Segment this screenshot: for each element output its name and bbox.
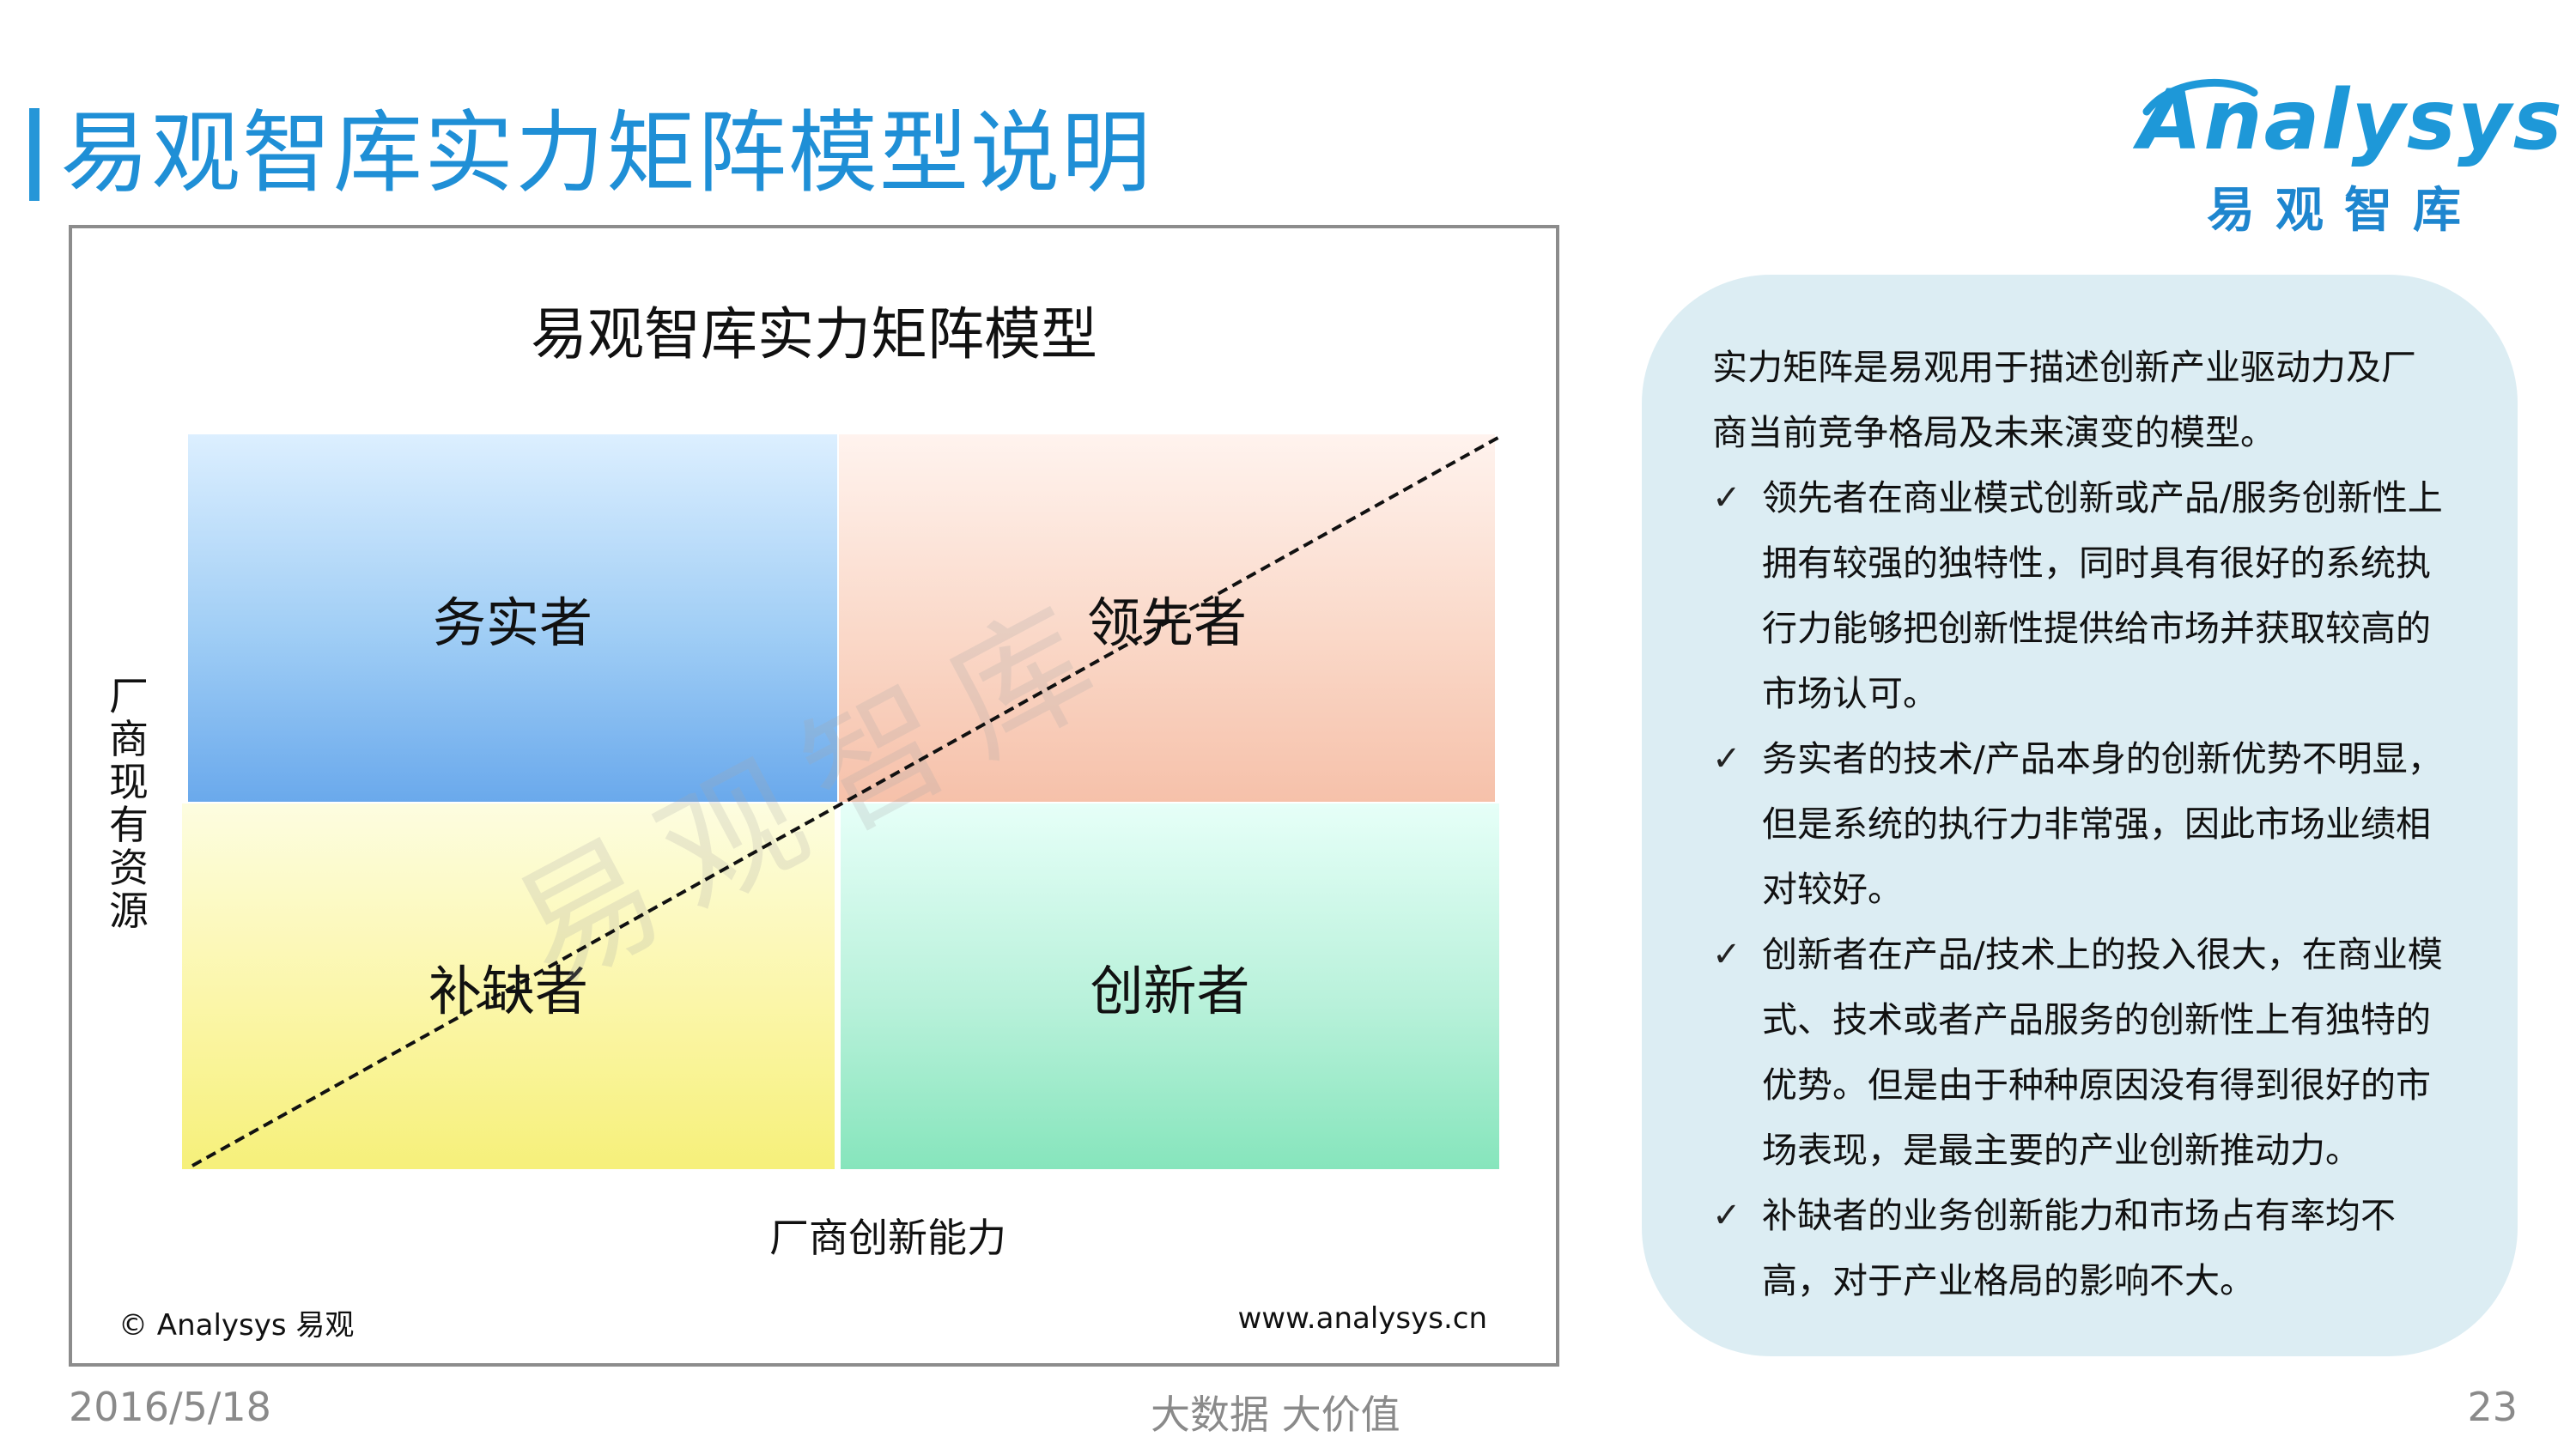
quadrant-label-pragmatists: 务实者: [432, 591, 592, 654]
check-icon: ✓: [1712, 739, 1741, 779]
bullet-text: 补缺者的业务创新能力和市场占有率均不高，对于产业格局的影响不大。: [1762, 1195, 2396, 1301]
panel-intro: 实力矩阵是易观用于描述创新产业驱动力及厂商当前竞争格局及未来演变的模型。: [1712, 347, 2416, 453]
quadrant-pragmatists: 务实者: [188, 434, 837, 802]
logo-swoosh-icon: [2142, 78, 2258, 116]
bullet-text: 创新者在产品/技术上的投入很大，在商业模式、技术或者产品服务的创新性上有独特的优…: [1762, 934, 2443, 1171]
page-title: 易观智库实力矩阵模型说明: [60, 100, 1153, 205]
check-icon: ✓: [1712, 935, 1741, 974]
bullet-niche: ✓ 补缺者的业务创新能力和市场占有率均不高，对于产业格局的影响不大。: [1712, 1183, 2449, 1313]
website-text: www.analysys.cn: [1237, 1301, 1488, 1336]
bullet-text: 领先者在商业模式创新或产品/服务创新性上拥有较强的独特性，同时具有很好的系统执行…: [1762, 477, 2443, 714]
matrix-figure: 易观智库实力矩阵模型 务实者 领先者 补缺者 创新者 易观智库 厂商现有资源 厂…: [69, 225, 1559, 1367]
quadrant-leaders: 领先者: [839, 434, 1495, 802]
bullet-pragmatists: ✓ 务实者的技术/产品本身的创新优势不明显，但是系统的执行力非常强，因此市场业绩…: [1712, 726, 2449, 922]
page-number: 23: [2467, 1384, 2518, 1430]
x-axis-label: 厂商创新能力: [769, 1215, 1006, 1261]
y-axis-label: 厂商现有资源: [109, 673, 149, 934]
footer-slogan: 大数据 大价值: [1151, 1391, 1400, 1438]
bullet-list: ✓ 领先者在商业模式创新或产品/服务创新性上拥有较强的独特性，同时具有很好的系统…: [1712, 465, 2449, 1313]
quadrant-label-innovators: 创新者: [1090, 960, 1250, 1022]
footer-date: 2016/5/18: [69, 1384, 271, 1430]
explanation-panel: 实力矩阵是易观用于描述创新产业驱动力及厂商当前竞争格局及未来演变的模型。 ✓ 领…: [1642, 275, 2518, 1356]
bullet-leaders: ✓ 领先者在商业模式创新或产品/服务创新性上拥有较强的独特性，同时具有很好的系统…: [1712, 465, 2449, 726]
check-icon: ✓: [1712, 1196, 1741, 1235]
bullet-innovators: ✓ 创新者在产品/技术上的投入很大，在商业模式、技术或者产品服务的创新性上有独特…: [1712, 922, 2449, 1183]
logo-chinese-name: 易观智库: [2207, 183, 2482, 239]
copyright-text: © Analysys 易观: [118, 1308, 355, 1343]
bullet-text: 务实者的技术/产品本身的创新优势不明显，但是系统的执行力非常强，因此市场业绩相对…: [1762, 738, 2443, 910]
quadrant-niche: 补缺者: [182, 803, 835, 1169]
check-icon: ✓: [1712, 478, 1741, 518]
title-accent-bar: [29, 108, 39, 201]
analysys-logo: Analysys 易观智库: [2138, 69, 2562, 239]
logo-wordmark: Analysys: [2138, 72, 2564, 168]
diagonal-dashed-line: [191, 434, 1502, 1167]
figure-title: 易观智库实力矩阵模型: [531, 301, 1097, 367]
quadrant-innovators: 创新者: [841, 803, 1499, 1169]
